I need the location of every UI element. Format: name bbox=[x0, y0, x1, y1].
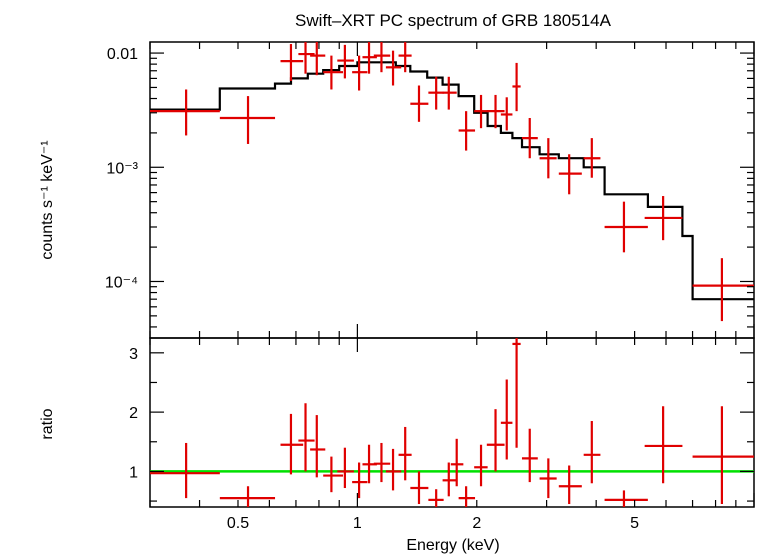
data-point bbox=[558, 154, 582, 195]
data-point bbox=[298, 403, 315, 472]
ratio-data-points bbox=[150, 338, 754, 507]
x-axis-label: Energy (keV) bbox=[406, 537, 499, 554]
data-point bbox=[500, 97, 513, 131]
data-point bbox=[500, 379, 513, 460]
data-point bbox=[337, 44, 354, 79]
data-point bbox=[310, 42, 326, 76]
data-point bbox=[280, 44, 304, 81]
model-step-path bbox=[150, 61, 754, 301]
data-point bbox=[458, 486, 476, 507]
data-point bbox=[558, 465, 582, 505]
data-point bbox=[310, 415, 326, 478]
data-point bbox=[385, 50, 402, 86]
data-point bbox=[474, 444, 488, 487]
ratio-y-ticks: 1 2 3 bbox=[129, 346, 754, 502]
data-point bbox=[410, 85, 429, 122]
data-point bbox=[362, 42, 377, 74]
data-point bbox=[474, 94, 488, 129]
data-point bbox=[442, 76, 457, 110]
data-point bbox=[583, 138, 601, 178]
data-point bbox=[352, 55, 368, 91]
data-point bbox=[521, 118, 538, 159]
spectrum-panel: 0.01 10⁻³ 10⁻⁴ counts s⁻¹ keV⁻¹ bbox=[39, 41, 755, 339]
x-tick-label: 2 bbox=[472, 515, 481, 532]
data-point bbox=[521, 428, 538, 483]
y-tick-label: 0.01 bbox=[107, 46, 138, 63]
data-point bbox=[539, 138, 557, 179]
spectrum-y-ticks: 0.01 10⁻³ 10⁻⁴ bbox=[105, 46, 754, 328]
x-tick-label: 0.5 bbox=[227, 515, 249, 532]
data-point bbox=[644, 406, 683, 484]
data-point bbox=[352, 462, 368, 499]
data-point bbox=[410, 471, 429, 505]
data-point bbox=[398, 426, 412, 481]
y-tick-label: 10⁻³ bbox=[106, 160, 138, 177]
spectrum-data-points bbox=[150, 42, 754, 322]
ratio-panel-frame bbox=[149, 337, 755, 508]
data-point bbox=[539, 458, 557, 499]
data-point bbox=[373, 42, 391, 73]
ratio-y-axis-label: ratio bbox=[39, 408, 56, 439]
data-point bbox=[428, 489, 444, 507]
y-tick-label: 2 bbox=[129, 405, 138, 422]
data-point bbox=[692, 258, 754, 322]
spectrum-y-axis-label: counts s⁻¹ keV⁻¹ bbox=[39, 140, 56, 259]
data-point bbox=[280, 413, 304, 475]
data-point bbox=[385, 448, 402, 491]
data-point bbox=[512, 62, 521, 112]
y-tick-label: 10⁻⁴ bbox=[105, 274, 138, 291]
data-point bbox=[373, 442, 391, 483]
model-step-line bbox=[150, 61, 754, 301]
data-point bbox=[692, 406, 754, 505]
x-tick-label: 5 bbox=[630, 515, 639, 532]
data-point bbox=[428, 76, 444, 110]
data-point bbox=[323, 55, 344, 90]
data-point bbox=[219, 486, 276, 507]
ratio-panel: 1 2 3 0.5 1 2 5 ratio Energy (keV) bbox=[39, 337, 755, 554]
chart-title: Swift–XRT PC spectrum of GRB 180514A bbox=[295, 11, 612, 30]
spectrum-x-ticks bbox=[149, 42, 755, 338]
ratio-x-ticks: 0.5 1 2 5 bbox=[149, 338, 755, 532]
x-tick-label: 1 bbox=[353, 515, 362, 532]
data-point bbox=[458, 111, 476, 151]
data-point bbox=[604, 201, 648, 253]
data-point bbox=[583, 421, 601, 484]
data-point bbox=[604, 490, 648, 507]
data-point bbox=[150, 89, 220, 136]
data-point bbox=[512, 338, 521, 448]
data-point bbox=[450, 438, 464, 487]
data-point bbox=[298, 42, 315, 74]
y-tick-label: 3 bbox=[129, 346, 138, 363]
data-point bbox=[486, 409, 505, 472]
data-point bbox=[150, 442, 220, 499]
data-point bbox=[486, 94, 505, 129]
data-point bbox=[398, 42, 412, 73]
data-point bbox=[644, 196, 683, 241]
data-point bbox=[323, 456, 344, 493]
spectrum-panel-frame bbox=[149, 41, 755, 339]
y-tick-label: 1 bbox=[129, 464, 138, 481]
data-point bbox=[442, 462, 457, 497]
data-point bbox=[337, 447, 354, 489]
data-point bbox=[219, 96, 276, 144]
